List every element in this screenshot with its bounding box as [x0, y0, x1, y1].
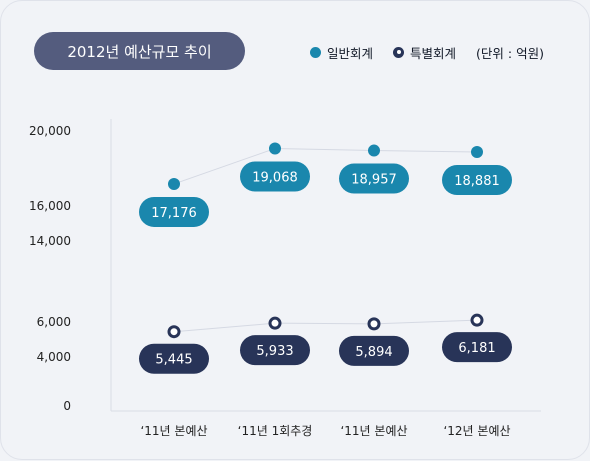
- legend: 일반회계 특별회계 (단위 : 억원): [310, 43, 544, 61]
- data-label-pill: [139, 343, 209, 374]
- data-point: [167, 325, 181, 339]
- y-tick-label: 20,000: [29, 124, 71, 138]
- data-label: 18,957: [351, 173, 397, 188]
- legend-label-special: 특별회계: [410, 45, 457, 61]
- data-point: [367, 317, 381, 331]
- y-tick-label: 0: [63, 399, 71, 413]
- y-tick-label: 16,000: [29, 199, 71, 213]
- y-tick-label: 14,000: [29, 234, 71, 248]
- data-label: 18,881: [454, 174, 500, 189]
- data-point: [470, 313, 484, 327]
- chart-title: 2012년 예산규모 추이: [34, 32, 245, 70]
- data-label: 5,933: [256, 344, 293, 359]
- data-point: [269, 142, 281, 155]
- series-line-0: [173, 147, 478, 185]
- data-label: 5,445: [155, 353, 192, 368]
- x-tick-label: ‘11년 본예산: [340, 424, 407, 438]
- data-point: [268, 316, 282, 330]
- data-label: 19,068: [252, 170, 298, 185]
- y-tick-label: 4,000: [37, 350, 71, 364]
- data-label-pill: [442, 164, 512, 195]
- x-tick-label: ‘12년 본예산: [443, 424, 510, 438]
- legend-dot-special-icon: [393, 46, 405, 58]
- data-point: [471, 145, 483, 158]
- legend-item-general: 일반회계: [310, 43, 373, 62]
- series-line-1: [173, 319, 478, 333]
- legend-item-special: 특별회계: [393, 43, 456, 62]
- data-label-pill: [139, 196, 209, 227]
- data-label: 5,894: [355, 345, 392, 360]
- data-label-pill: [339, 335, 409, 366]
- data-label-pill: [442, 332, 512, 363]
- data-label-pill: [240, 161, 310, 192]
- unit-note: (단위 : 억원): [476, 45, 544, 61]
- data-point: [368, 144, 380, 157]
- data-label: 17,176: [151, 206, 197, 221]
- legend-label-general: 일반회계: [327, 45, 374, 61]
- data-point: [168, 177, 180, 190]
- y-tick-label: 6,000: [37, 315, 71, 329]
- data-label-pill: [240, 335, 310, 366]
- data-label-pill: [339, 163, 409, 194]
- legend-dot-general-icon: [310, 46, 321, 58]
- x-tick-label: ‘11년 1회추경: [238, 424, 313, 438]
- x-tick-label: ‘11년 본예산: [140, 424, 207, 438]
- data-label: 6,181: [458, 341, 495, 356]
